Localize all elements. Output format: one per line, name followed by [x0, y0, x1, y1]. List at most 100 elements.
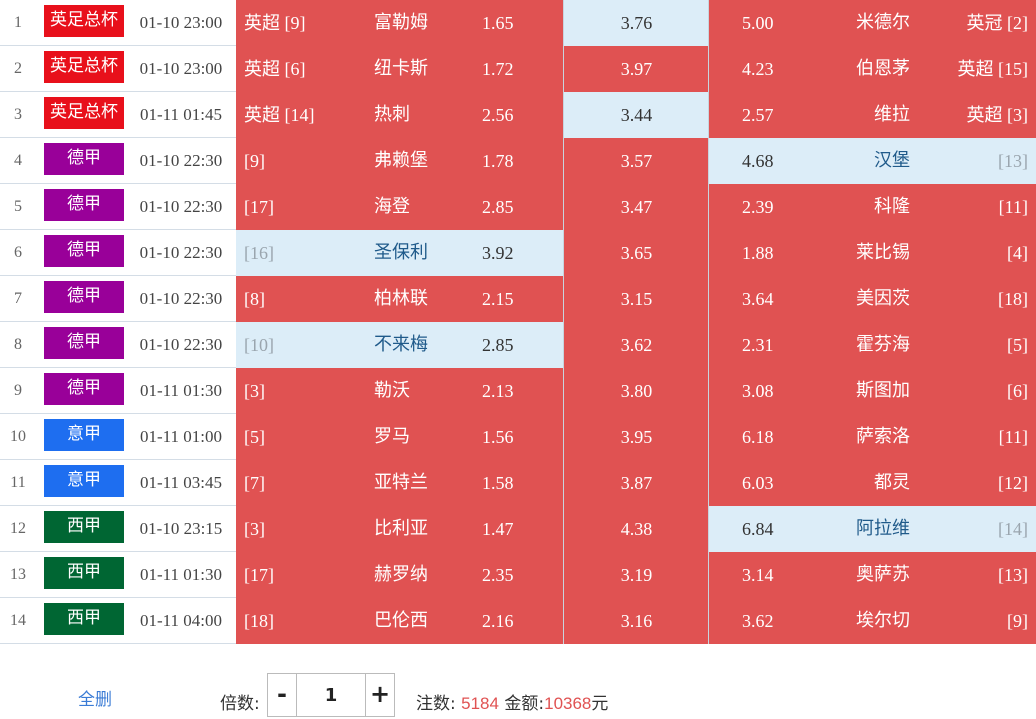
- away-win-option[interactable]: 2.57 维拉 英超 [3]: [709, 92, 1036, 138]
- clear-all-button[interactable]: 全删: [78, 690, 112, 710]
- away-win-option[interactable]: 2.39 科隆 [11]: [709, 184, 1036, 230]
- match-time: 01-10 22:30: [139, 289, 223, 308]
- league-badge: 意甲: [44, 465, 124, 497]
- home-win-option[interactable]: [8] 柏林联 2.15: [236, 276, 564, 322]
- row-index: 8: [14, 336, 22, 353]
- home-team: 富勒姆: [374, 12, 428, 33]
- home-rank: [5]: [244, 427, 265, 447]
- draw-odds: 3.44: [620, 105, 653, 125]
- away-win-option[interactable]: 3.08 斯图加 [6]: [709, 368, 1036, 414]
- home-win-odds: 3.92: [482, 243, 514, 263]
- away-rank: [11]: [998, 197, 1028, 217]
- home-win-option[interactable]: [17] 赫罗纳 2.35: [236, 552, 564, 598]
- draw-option[interactable]: 3.62: [564, 322, 709, 368]
- league-badge: 英足总杯: [44, 97, 124, 129]
- match-row: 7 德甲 01-10 22:30 [8] 柏林联 2.15 3.15 3.64 …: [0, 276, 1036, 322]
- draw-odds: 3.95: [620, 427, 653, 447]
- bet-summary: 注数: 5184 金额:10368元: [416, 689, 608, 714]
- match-row: 12 西甲 01-10 23:15 [3] 比利亚 1.47 4.38 6.84…: [0, 506, 1036, 552]
- home-team: 纽卡斯: [374, 58, 428, 79]
- home-win-odds: 2.56: [482, 105, 514, 125]
- home-win-option[interactable]: [9] 弗赖堡 1.78: [236, 138, 564, 184]
- match-time: 01-11 01:00: [139, 427, 222, 446]
- draw-option[interactable]: 3.16: [564, 598, 709, 644]
- row-index: 2: [14, 60, 22, 77]
- away-win-option[interactable]: 6.84 阿拉维 [14]: [709, 506, 1036, 552]
- home-win-option[interactable]: 英超 [14] 热刺 2.56: [236, 92, 564, 138]
- away-win-option[interactable]: 1.88 莱比锡 [4]: [709, 230, 1036, 276]
- home-win-option[interactable]: [3] 比利亚 1.47: [236, 506, 564, 552]
- away-rank: [5]: [1007, 335, 1028, 355]
- league-badge: 德甲: [44, 235, 124, 267]
- row-index: 12: [10, 520, 26, 537]
- draw-option[interactable]: 3.57: [564, 138, 709, 184]
- draw-option[interactable]: 3.87: [564, 460, 709, 506]
- home-team: 圣保利: [374, 242, 428, 263]
- away-win-option[interactable]: 3.64 美因茨 [18]: [709, 276, 1036, 322]
- draw-odds: 3.76: [620, 13, 653, 33]
- home-win-option[interactable]: 英超 [9] 富勒姆 1.65: [236, 0, 564, 46]
- home-win-option[interactable]: [7] 亚特兰 1.58: [236, 460, 564, 506]
- increase-button[interactable]: +: [365, 674, 394, 716]
- league-badge: 英足总杯: [44, 5, 124, 37]
- row-index: 14: [10, 612, 26, 629]
- away-win-option[interactable]: 4.23 伯恩茅 英超 [15]: [709, 46, 1036, 92]
- away-team: 汉堡: [874, 150, 910, 171]
- draw-option[interactable]: 4.38: [564, 506, 709, 552]
- away-team: 埃尔切: [856, 610, 910, 631]
- row-index: 1: [14, 14, 22, 31]
- draw-option[interactable]: 3.44: [564, 92, 709, 138]
- match-time: 01-10 23:00: [139, 13, 223, 32]
- home-rank: [8]: [244, 289, 265, 309]
- home-rank: 英超 [14]: [244, 105, 315, 125]
- away-win-option[interactable]: 5.00 米德尔 英冠 [2]: [709, 0, 1036, 46]
- draw-option[interactable]: 3.65: [564, 230, 709, 276]
- home-win-odds: 1.72: [482, 59, 514, 79]
- match-row: 3 英足总杯 01-11 01:45 英超 [14] 热刺 2.56 3.44 …: [0, 92, 1036, 138]
- home-win-option[interactable]: [17] 海登 2.85: [236, 184, 564, 230]
- match-row: 10 意甲 01-11 01:00 [5] 罗马 1.56 3.95 6.18 …: [0, 414, 1036, 460]
- league-badge: 德甲: [44, 281, 124, 313]
- away-win-odds: 6.03: [742, 473, 774, 493]
- draw-option[interactable]: 3.95: [564, 414, 709, 460]
- away-win-odds: 3.08: [742, 381, 774, 401]
- home-rank: [7]: [244, 473, 265, 493]
- home-win-odds: 1.65: [482, 13, 514, 33]
- away-win-option[interactable]: 3.62 埃尔切 [9]: [709, 598, 1036, 644]
- away-win-option[interactable]: 3.14 奥萨苏 [13]: [709, 552, 1036, 598]
- decrease-button[interactable]: -: [268, 674, 297, 716]
- away-win-option[interactable]: 6.18 萨索洛 [11]: [709, 414, 1036, 460]
- draw-option[interactable]: 3.15: [564, 276, 709, 322]
- match-row: 11 意甲 01-11 03:45 [7] 亚特兰 1.58 3.87 6.03…: [0, 460, 1036, 506]
- home-win-option[interactable]: [10] 不来梅 2.85: [236, 322, 564, 368]
- home-team: 海登: [374, 196, 410, 217]
- away-win-odds: 4.23: [742, 59, 774, 79]
- home-win-option[interactable]: [5] 罗马 1.56: [236, 414, 564, 460]
- draw-odds: 3.15: [620, 289, 653, 309]
- draw-option[interactable]: 3.97: [564, 46, 709, 92]
- row-index: 11: [10, 474, 26, 491]
- home-win-option[interactable]: 英超 [6] 纽卡斯 1.72: [236, 46, 564, 92]
- home-team: 亚特兰: [374, 472, 428, 493]
- away-win-option[interactable]: 6.03 都灵 [12]: [709, 460, 1036, 506]
- home-rank: 英超 [6]: [244, 59, 306, 79]
- multiplier-input[interactable]: [297, 674, 365, 716]
- away-win-option[interactable]: 4.68 汉堡 [13]: [709, 138, 1036, 184]
- home-win-option[interactable]: [18] 巴伦西 2.16: [236, 598, 564, 644]
- draw-odds: 3.57: [620, 151, 653, 171]
- match-row: 9 德甲 01-11 01:30 [3] 勒沃 2.13 3.80 3.08 斯…: [0, 368, 1036, 414]
- home-win-option[interactable]: [16] 圣保利 3.92: [236, 230, 564, 276]
- home-win-odds: 2.85: [482, 197, 514, 217]
- home-win-odds: 1.78: [482, 151, 514, 171]
- match-time: 01-11 01:45: [139, 105, 222, 124]
- home-team: 罗马: [374, 426, 410, 447]
- home-rank: [18]: [244, 611, 274, 631]
- home-rank: 英超 [9]: [244, 13, 306, 33]
- draw-odds: 3.65: [620, 243, 653, 263]
- draw-option[interactable]: 3.80: [564, 368, 709, 414]
- draw-option[interactable]: 3.47: [564, 184, 709, 230]
- away-win-option[interactable]: 2.31 霍芬海 [5]: [709, 322, 1036, 368]
- home-win-option[interactable]: [3] 勒沃 2.13: [236, 368, 564, 414]
- draw-option[interactable]: 3.76: [564, 0, 709, 46]
- draw-option[interactable]: 3.19: [564, 552, 709, 598]
